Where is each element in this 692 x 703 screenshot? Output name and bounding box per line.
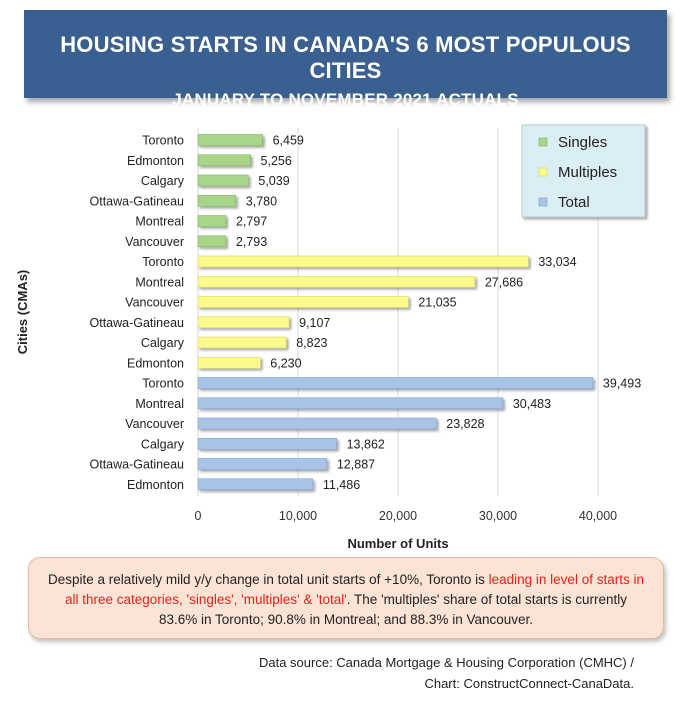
data-label: 11,486: [323, 478, 360, 492]
bar-total: [197, 377, 594, 389]
data-label: 5,039: [258, 174, 289, 188]
bar-total: [197, 458, 328, 470]
bar-chart: 0 10,000 20,000 30,000 40,000 Toronto 6,459 Edm…: [15, 124, 646, 550]
data-label: 12,887: [337, 458, 375, 472]
bar-multiples: [197, 336, 287, 349]
x-tick-label: 10,000: [279, 509, 317, 523]
category-label: Montreal: [135, 215, 184, 229]
bar-total: [197, 397, 504, 410]
commentary-callout: Despite a relatively mild y/y change in …: [28, 557, 664, 639]
legend-label: Total: [558, 194, 590, 211]
category-label: Vancouver: [125, 296, 184, 310]
chart-subtitle: JANUARY TO NOVEMBER 2021 ACTUALS: [172, 90, 519, 109]
data-label: 2,797: [236, 215, 267, 229]
commentary-highlight: leading in level of starts in all three …: [64, 572, 644, 607]
data-label: 9,107: [299, 316, 330, 330]
x-tick-label: 0: [195, 509, 202, 523]
bar-singles: [197, 215, 227, 227]
legend-label: Multiples: [558, 164, 617, 181]
category-label: Calgary: [141, 174, 185, 188]
data-label: 5,256: [261, 154, 292, 168]
category-label: Edmonton: [127, 478, 184, 492]
y-axis-title: Cities (CMAs): [15, 270, 30, 355]
data-label: 33,034: [538, 255, 576, 269]
category-label: Calgary: [141, 336, 185, 350]
data-label: 39,493: [603, 377, 641, 391]
data-label: 30,483: [513, 397, 551, 411]
bar-singles: [197, 235, 227, 248]
bar-multiples: [197, 275, 476, 288]
legend-label: Singles: [558, 134, 607, 151]
legend-swatch-multiples: [538, 167, 548, 177]
source-note: Data source: Canada Mortgage & Housing C…: [259, 652, 634, 694]
category-label: Montreal: [135, 275, 184, 289]
data-label: 2,793: [236, 235, 267, 249]
chart-title-banner: HOUSING STARTS IN CANADA'S 6 MOST POPULO…: [24, 10, 667, 109]
category-label: Edmonton: [127, 356, 184, 370]
bar-total: [197, 437, 337, 450]
data-label: 23,828: [446, 417, 484, 431]
x-axis-title: Number of Units: [347, 536, 448, 550]
data-label: 3,780: [246, 194, 277, 208]
data-label: 21,035: [418, 296, 456, 310]
category-label: Edmonton: [127, 154, 184, 168]
bar-singles: [197, 154, 251, 167]
bar-total: [197, 417, 437, 430]
category-label: Vancouver: [125, 235, 184, 249]
data-label: 13,862: [347, 437, 385, 451]
category-label: Toronto: [142, 134, 184, 148]
bar-multiples: [197, 296, 409, 308]
category-label: Calgary: [141, 437, 185, 451]
category-label: Ottawa-Gatineau: [90, 194, 185, 208]
category-label: Toronto: [142, 255, 184, 269]
chart-title: HOUSING STARTS IN CANADA'S 6 MOST POPULO…: [60, 32, 631, 83]
bar-total: [197, 478, 314, 491]
credit-line: Chart: ConstructConnect-CanaData.: [424, 676, 634, 691]
bar-singles: [197, 194, 237, 207]
commentary-text-end: . The 'multiples' share of total starts …: [159, 592, 628, 627]
commentary-text: Despite a relatively mild y/y change in …: [48, 572, 489, 587]
x-tick-label: 40,000: [579, 509, 617, 523]
x-tick-label: 20,000: [379, 509, 417, 523]
data-label: 27,686: [485, 275, 523, 289]
category-label: Ottawa-Gatineau: [90, 316, 185, 330]
data-label: 6,230: [270, 356, 301, 370]
bar-multiples: [197, 316, 290, 329]
category-label: Vancouver: [125, 417, 184, 431]
source-line: Data source: Canada Mortgage & Housing C…: [258, 655, 634, 670]
data-label: 8,823: [296, 336, 327, 350]
category-label: Montreal: [135, 397, 184, 411]
legend-swatch-total: [538, 197, 548, 207]
bar-singles: [197, 134, 263, 146]
data-label: 6,459: [273, 134, 304, 148]
x-tick-label: 30,000: [479, 509, 517, 523]
bar-multiples: [197, 356, 261, 369]
bar-multiples: [197, 255, 529, 268]
category-label: Ottawa-Gatineau: [90, 458, 185, 472]
bar-singles: [197, 174, 249, 187]
category-label: Toronto: [142, 377, 184, 391]
legend-swatch-singles: [538, 137, 548, 147]
